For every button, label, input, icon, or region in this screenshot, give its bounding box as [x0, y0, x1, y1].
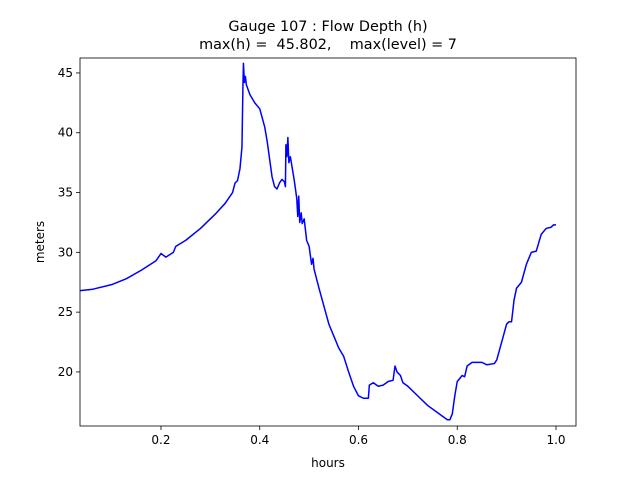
x-tick-label: 0.2: [151, 433, 170, 447]
x-tick-label: 0.8: [448, 433, 467, 447]
y-axis-label: meters: [33, 221, 47, 263]
plot-frame: [79, 57, 577, 427]
x-tick-label: 0.6: [349, 433, 368, 447]
y-tick-label: 20: [58, 365, 73, 379]
y-tick-label: 30: [58, 245, 73, 259]
x-tick-label: 1.0: [546, 433, 565, 447]
y-tick-label: 45: [58, 66, 73, 80]
y-tick-label: 25: [58, 305, 73, 319]
x-axis-label: hours: [311, 456, 345, 470]
data-line: [79, 62, 556, 421]
y-tick-label: 40: [58, 126, 73, 140]
chart-title: Gauge 107 : Flow Depth (h): [228, 19, 427, 35]
chart-subtitle: max(h) = 45.802, max(level) = 7: [199, 37, 457, 53]
y-tick-label: 35: [58, 186, 73, 200]
x-tick-label: 0.4: [250, 433, 269, 447]
